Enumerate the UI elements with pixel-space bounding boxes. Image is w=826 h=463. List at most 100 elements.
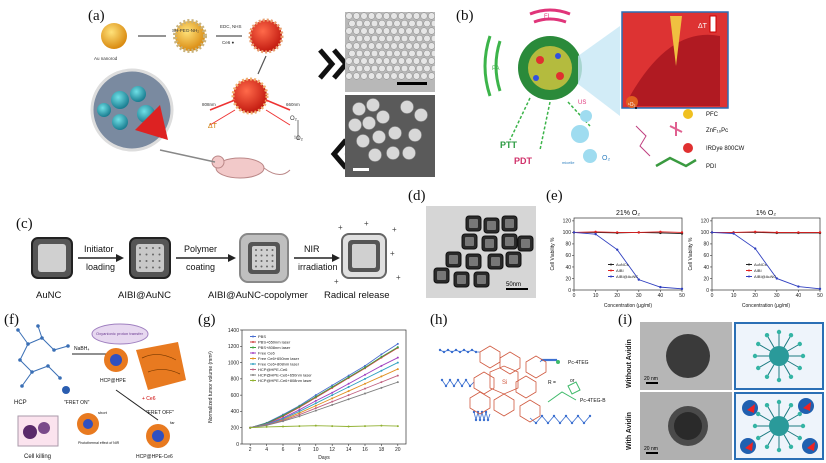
x-tick-label: 20 bbox=[752, 293, 758, 299]
data-point bbox=[282, 420, 284, 423]
data-point bbox=[637, 231, 640, 234]
step-radical-release: Radical release bbox=[324, 290, 390, 301]
data-point bbox=[347, 425, 350, 428]
panel-label-e: (e) bbox=[546, 188, 563, 204]
legend-entry: HCP@HPE-Ce6+650nm laser bbox=[258, 373, 312, 378]
nanostar-top bbox=[752, 329, 806, 383]
legend-entry: PBS+650nm laser bbox=[258, 340, 291, 345]
ce6-particle bbox=[248, 18, 284, 54]
data-point bbox=[347, 390, 350, 393]
legend-entry: HCP@HPE-Ce6 bbox=[258, 367, 288, 372]
f-short: short bbox=[98, 410, 108, 415]
y-tick-label: 1400 bbox=[228, 328, 239, 334]
series-line-6 bbox=[250, 375, 398, 429]
data-point bbox=[380, 364, 383, 367]
series-line-7 bbox=[250, 381, 398, 429]
legend-entry: Free Ce6+650nm laser bbox=[258, 356, 300, 361]
legend-znpc: ZnF₁₆Pc bbox=[706, 128, 728, 134]
panel-b-schematic: ΔT ¹O₂ FL PA US PTT PDT O₂ micelle PFC Z… bbox=[483, 8, 745, 170]
step-ce6: Ce6 ● bbox=[222, 40, 235, 45]
data-point bbox=[347, 376, 350, 379]
y-tick-label: 1200 bbox=[228, 344, 239, 350]
nanostar-bottom bbox=[740, 398, 818, 454]
data-point bbox=[298, 405, 301, 408]
x-tick-label: 14 bbox=[346, 447, 352, 453]
svg-text:Si: Si bbox=[502, 380, 507, 386]
data-point bbox=[314, 395, 317, 398]
panel-a-schematic: Au nanorod SH-PEG-NH₂ EDC, NHS Ce6 ● 808… bbox=[90, 18, 362, 179]
label-o2: O₂ bbox=[602, 155, 610, 162]
step-aibi-aunc: AIBI@AuNC bbox=[118, 290, 171, 301]
x-tick-label: 8 bbox=[298, 447, 301, 453]
series-line-5 bbox=[250, 362, 399, 429]
legend-irdye: IRDye 800CW bbox=[706, 146, 745, 152]
legend-pdi: PDI bbox=[706, 164, 716, 170]
chart-title: 21% O₂ bbox=[616, 210, 640, 217]
x-tick-label: 0 bbox=[711, 293, 714, 299]
phthalocyanine-core bbox=[469, 345, 547, 423]
mode-pdt: PDT bbox=[514, 156, 533, 166]
irradiated-particle bbox=[231, 77, 269, 115]
data-point bbox=[364, 392, 366, 395]
step-dt: ΔT bbox=[208, 123, 218, 130]
y-tick-label: 40 bbox=[703, 265, 709, 271]
panel-d-tem: 50nm bbox=[426, 206, 536, 298]
panel-label-b: (b) bbox=[456, 8, 474, 24]
data-point bbox=[314, 407, 317, 410]
data-point bbox=[818, 287, 822, 291]
series-line-0 bbox=[250, 343, 399, 429]
y-tick-label: 120 bbox=[701, 219, 710, 225]
f-photothermal: Photothermal effect of NIR bbox=[78, 441, 120, 445]
plot-frame bbox=[241, 329, 407, 445]
panel-g-chart: 0 200 400 600 800 1000 1200 1400 2 4 6 8 10 12 14 16 18 2… bbox=[208, 328, 407, 460]
y-tick-label: 400 bbox=[231, 409, 240, 415]
scale-20nm-top: 20 nm bbox=[644, 376, 658, 382]
y-tick-label: 0 bbox=[236, 442, 239, 448]
data-point bbox=[396, 381, 399, 384]
series-line-2 bbox=[250, 346, 399, 429]
x-tick-label: 10 bbox=[593, 293, 599, 299]
data-point bbox=[347, 394, 350, 397]
arrow1-line2: loading bbox=[86, 262, 115, 272]
plot-frame bbox=[711, 217, 821, 291]
arrow2-line2: coating bbox=[186, 262, 215, 272]
svg-text:+: + bbox=[396, 273, 401, 282]
y-tick-label: 1000 bbox=[228, 360, 239, 366]
h-or: or bbox=[570, 378, 575, 384]
row-label-with-avidin: With Avidin bbox=[626, 412, 633, 450]
step-aunc: AuNC bbox=[36, 290, 62, 301]
data-point bbox=[710, 231, 714, 234]
legend-entry: AIBI bbox=[616, 268, 624, 273]
data-point bbox=[282, 417, 284, 420]
data-point bbox=[364, 387, 366, 390]
mode-fl: FL bbox=[544, 14, 552, 20]
f-hcp-hpe: HCP@HPE bbox=[100, 378, 127, 384]
x-tick-label: 6 bbox=[282, 447, 285, 453]
x-tick-label: 40 bbox=[658, 293, 664, 299]
data-point bbox=[331, 386, 334, 388]
data-point bbox=[396, 368, 399, 371]
sem-image-top bbox=[345, 12, 435, 92]
au-nanorod-particle bbox=[101, 23, 127, 49]
series-line-8 bbox=[250, 425, 398, 429]
row-label-without-avidin: Without Avidin bbox=[626, 339, 633, 388]
f-oxyanionic: Oxyanionic proton transfer bbox=[96, 331, 144, 336]
data-point bbox=[616, 248, 619, 251]
f-nabh4: NaBH₄ bbox=[74, 346, 89, 352]
data-point bbox=[314, 424, 317, 427]
series-line-3 bbox=[250, 357, 399, 429]
mode-us: US bbox=[578, 100, 586, 106]
y-tick-label: 80 bbox=[565, 242, 571, 248]
chart-title: 1% O₂ bbox=[756, 210, 777, 217]
data-point bbox=[331, 394, 334, 397]
data-point bbox=[331, 397, 334, 400]
data-point bbox=[298, 415, 301, 418]
scale-20nm-bottom: 20 nm bbox=[644, 446, 658, 452]
data-point bbox=[380, 375, 383, 378]
arrow3-line2: irradiation bbox=[298, 262, 338, 272]
data-point bbox=[754, 247, 757, 250]
x-tick-label: 12 bbox=[329, 447, 335, 453]
legend-entry: PBS+808nm laser bbox=[258, 345, 291, 350]
data-point bbox=[347, 398, 350, 401]
series-line-2 bbox=[711, 231, 821, 290]
